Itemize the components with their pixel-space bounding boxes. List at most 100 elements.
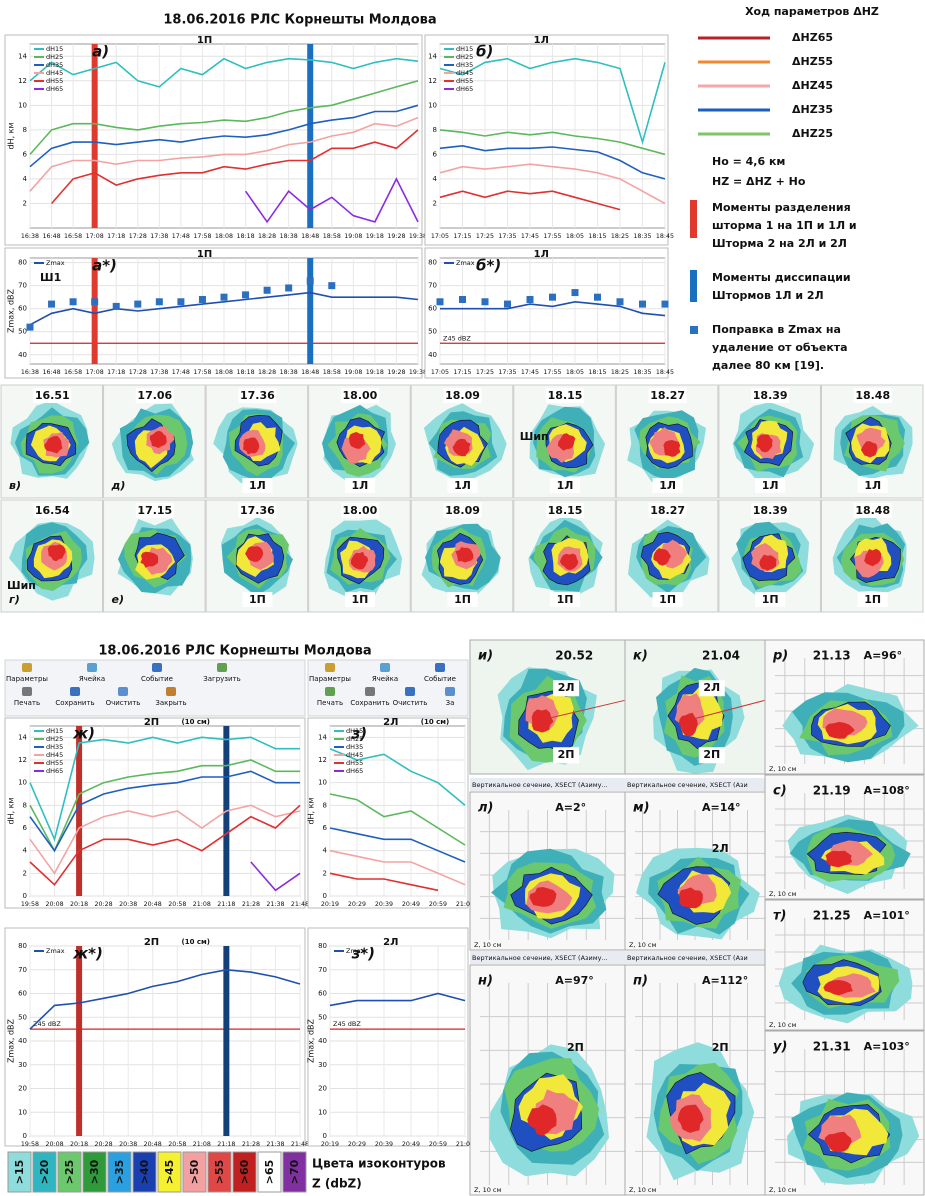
y-tick-label: 10 [428,101,437,109]
toolbar-icon [435,663,445,672]
radar-time: 18.39 [753,389,788,402]
legend-label: dH25 [46,735,63,743]
event-marker [307,44,313,228]
y-tick-label: 10 [18,779,27,787]
x-tick-label: 16:58 [64,369,82,376]
legend-label: dH55 [46,759,63,767]
correction-square [134,301,141,308]
panel-label: з*) [351,945,375,963]
correction-square [48,301,55,308]
x-tick-label: 20:29 [348,901,366,908]
toolbar-icon [325,687,335,696]
section-header-text: Вертикальное сечение, XSECT (Азиму... [472,781,608,789]
y-tick-label: 70 [18,282,27,290]
y-tick-label: 80 [18,259,27,267]
color-scale-label: >30 [88,1159,101,1184]
radar-time: 18.27 [650,504,685,517]
x-tick-label: 17:58 [193,233,211,240]
radar-time: 17.36 [240,504,275,517]
legend-entry: ΔHZ35 [792,103,833,116]
x-tick-label: 20:58 [168,1141,186,1148]
x-tick-label: 19:38 [409,369,427,376]
radar-note: Шип [7,579,36,592]
legend-label: dH65 [46,767,63,775]
correction-square [27,324,34,331]
x-tick-label: 18:18 [236,233,254,240]
correction-square [221,294,228,301]
legend-label: dH45 [456,69,473,77]
radar-panel-time: 21.04 [702,649,740,663]
color-scale-label: >55 [213,1160,226,1185]
toolbar-icon [365,687,375,696]
event-marker [307,258,313,364]
x-tick-label: 17:55 [543,233,561,240]
x-tick-label: 17:25 [476,369,494,376]
x-tick-label: 17:05 [431,369,449,376]
radar-panel-label: м) [633,801,650,816]
legend-label: dH55 [456,77,473,85]
color-scale-label: >70 [288,1159,301,1184]
y-tick-label: 14 [18,733,27,741]
y-tick-label: 20 [18,1085,27,1093]
section-z-label: Z, 10 см [474,941,501,949]
correction-square [549,294,556,301]
y-tick-label: 14 [18,52,27,60]
correction-square [594,294,601,301]
x-tick-label: 19:38 [409,233,427,240]
x-tick-label: 20:38 [119,901,137,908]
radar-tag: 1Л [557,479,574,492]
x-tick-label: 21:28 [242,901,260,908]
correction-square [437,298,444,305]
y-tick-label: 50 [18,1013,27,1021]
y-tick-label: 40 [318,1037,327,1045]
y-tick-label: 4 [433,175,438,183]
x-tick-label: 18:38 [280,369,298,376]
section-z-label: Z, 10 см [769,1186,796,1194]
radar-time: 18.48 [855,389,890,402]
x-tick-label: 17:45 [521,369,539,376]
panel-subtitle: 2П [144,717,159,728]
radar-tag: 1П [352,593,369,606]
toolbar-label: Загрузить [203,675,241,683]
x-tick-label: 18:08 [215,369,233,376]
event-marker [223,946,229,1136]
y-tick-label: 6 [433,150,438,158]
section-z-label: Z, 10 см [769,1021,796,1029]
radar-panel-label: т) [773,909,786,924]
x-tick-label: 18:28 [258,233,276,240]
section-header-text: Вертикальное сечение, XSECT (Азиму... [472,954,608,962]
correction-square [459,296,466,303]
radar-time: 17.06 [137,389,172,402]
note-ho: Но = 4,6 км [712,155,785,168]
panel-subtitle: 1Л [534,35,549,46]
x-tick-label: 20:48 [144,1141,162,1148]
x-tick-label: 20:29 [348,1141,366,1148]
x-tick-label: 17:38 [150,233,168,240]
color-scale-label: >15 [13,1160,26,1185]
panel-annotation: Ш1 [40,271,61,284]
radar-panel-label: у) [773,1040,787,1055]
y-tick-label: 80 [18,942,27,950]
y-axis-label: Zmax, dBZ [7,1018,16,1063]
correction-square [113,303,120,310]
legend-entry: ΔHZ55 [792,55,833,68]
key-dissipation [690,270,697,302]
x-tick-label: 18:05 [566,233,584,240]
key-split [690,200,697,238]
panel-subtitle: 2Л [383,717,398,728]
x-tick-label: 18:38 [280,233,298,240]
color-scale-label: >20 [38,1159,51,1184]
radar-time: 17.15 [137,504,172,517]
y-tick-label: 80 [318,942,327,950]
x-tick-label: 18:48 [301,233,319,240]
y-tick-label: 60 [18,990,27,998]
panel-note: (10 см) [182,938,210,946]
correction-square [242,291,249,298]
radar-tag: 1П [864,593,881,606]
panel-subtitle: 1П [197,249,212,260]
x-tick-label: 20:28 [95,901,113,908]
x-tick-label: 17:18 [107,233,125,240]
x-tick-label: 17:15 [453,233,471,240]
radar-tag: 1Л [249,479,266,492]
toolbar-label: Событие [424,675,456,683]
